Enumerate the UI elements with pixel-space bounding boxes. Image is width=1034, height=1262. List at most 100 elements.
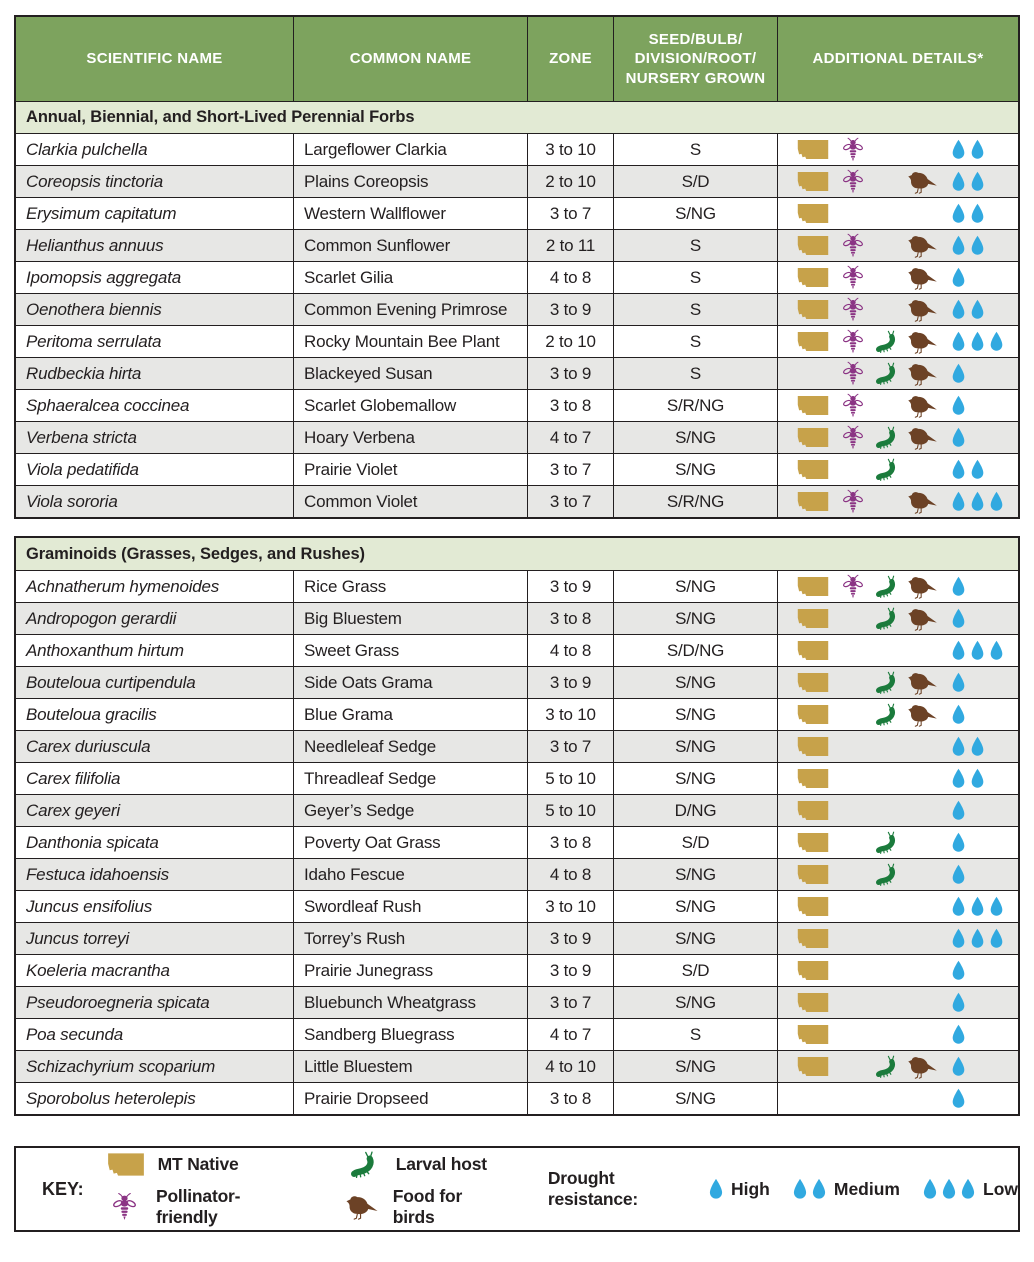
- mt-native-icon: [797, 865, 829, 884]
- drought-drop-icon: [952, 459, 965, 479]
- icon-slot: [902, 422, 942, 453]
- forbs-section-body: Annual, Biennial, and Short-Lived Perenn…: [16, 101, 1018, 517]
- scientific-name-cell: Rudbeckia hirta: [26, 363, 142, 383]
- seed-propagation-cell: S: [613, 294, 777, 325]
- icon-slot: [902, 454, 942, 485]
- icon-slot: [870, 635, 902, 666]
- drought-drop-icon: [971, 331, 984, 351]
- food-for-birds-icon: [907, 491, 937, 514]
- seed-propagation-cell: S: [613, 262, 777, 293]
- icon-slot: [790, 134, 836, 165]
- key-item-label: MT Native: [157, 1153, 239, 1174]
- scientific-name-cell: Achnatherum hymenoides: [26, 576, 220, 596]
- mt-native-icon: [797, 396, 829, 415]
- icon-slot: [902, 667, 942, 698]
- scientific-name-cell: Pseudoroegneria spicata: [26, 992, 210, 1012]
- larval-host-icon: [875, 458, 895, 481]
- pollinator-icon: [843, 425, 863, 450]
- larval-host-icon: [875, 426, 895, 449]
- additional-details-cell: [777, 1051, 1018, 1082]
- seed-propagation-cell: S/NG: [613, 699, 777, 730]
- drought-drop-icon: [990, 331, 1003, 351]
- drought-drop-icon: [952, 832, 965, 852]
- icon-slot: [790, 859, 836, 890]
- drought-drop-icon: [952, 704, 965, 724]
- scientific-name-cell: Sporobolus heterolepis: [26, 1088, 196, 1108]
- drought-drop-icon: [952, 928, 965, 948]
- mt-native-icon: [107, 1152, 144, 1176]
- food-for-birds-icon: [907, 395, 937, 418]
- drought-drop-icon: [971, 459, 984, 479]
- drought-drop-icon: [952, 1056, 965, 1076]
- icon-slot: [790, 763, 836, 794]
- zone-cell: 3 to 10: [527, 699, 613, 730]
- seed-propagation-cell: S/NG: [613, 987, 777, 1018]
- zone-cell: 3 to 9: [527, 358, 613, 389]
- common-name-cell: Rocky Mountain Bee Plant: [293, 326, 527, 357]
- icon-slot: [790, 230, 836, 261]
- key-item-label: Pollinator-friendly: [155, 1185, 241, 1227]
- drought-resistance-drops: [951, 1051, 966, 1082]
- key-drought-resistance: Drought resistance: High Medium Low: [548, 1168, 1018, 1210]
- mt-native-icon: [797, 929, 829, 948]
- seed-propagation-cell: S/NG: [613, 571, 777, 602]
- drought-resistance-drops: [951, 390, 966, 421]
- icon-slot: [836, 987, 870, 1018]
- icon-slot: [790, 262, 836, 293]
- drought-drop-icon: [952, 203, 965, 223]
- scientific-name-cell: Carex duriuscula: [26, 736, 151, 756]
- mt-native-icon: [797, 641, 829, 660]
- icon-slot: [870, 795, 902, 826]
- icon-slot: [790, 571, 836, 602]
- icon-slot: [870, 603, 902, 634]
- zone-cell: 4 to 8: [527, 859, 613, 890]
- icon-slot: [790, 635, 836, 666]
- common-name-cell: Hoary Verbena: [293, 422, 527, 453]
- drought-resistance-drops: [951, 166, 985, 197]
- drought-resistance-drops: [951, 358, 966, 389]
- icon-slot: [790, 731, 836, 762]
- icon-slot: [790, 326, 836, 357]
- table-row: Erysimum capitatum Western Wallflower 3 to…: [16, 197, 1018, 229]
- additional-details-cell: [777, 1019, 1018, 1050]
- icon-slot: [836, 166, 870, 197]
- table-row: Juncus torreyi Torrey’s Rush 3 to 9 S/NG: [16, 922, 1018, 954]
- icon-slot: [902, 486, 942, 517]
- scientific-name-cell: Clarkia pulchella: [26, 139, 148, 159]
- table-row: Bouteloua curtipendula Side Oats Grama 3 t…: [16, 666, 1018, 698]
- icon-slot: [790, 454, 836, 485]
- icon-slot: [790, 390, 836, 421]
- food-for-birds-icon: [907, 1056, 937, 1079]
- icon-slot: [790, 294, 836, 325]
- mt-native-icon: [797, 140, 829, 159]
- common-name-cell: Little Bluestem: [293, 1051, 527, 1082]
- common-name-cell: Poverty Oat Grass: [293, 827, 527, 858]
- zone-cell: 4 to 7: [527, 422, 613, 453]
- drought-drop-icon: [971, 640, 984, 660]
- drought-drop-icon: [971, 235, 984, 255]
- section-header: Graminoids (Grasses, Sedges, and Rushes): [16, 538, 1018, 570]
- drought-resistance-drops: [951, 635, 1004, 666]
- additional-details-cell: [777, 358, 1018, 389]
- drought-drop-icon: [952, 267, 965, 287]
- icon-slot: [902, 955, 942, 986]
- table-row: Sporobolus heterolepis Prairie Dropseed 3 …: [16, 1082, 1018, 1114]
- additional-details-cell: [777, 134, 1018, 165]
- table-row: Viola pedatifida Prairie Violet 3 to 7 S/NG: [16, 453, 1018, 485]
- food-for-birds-icon: [907, 704, 937, 727]
- icon-slot: [836, 795, 870, 826]
- drought-drop-icon: [709, 1178, 723, 1199]
- icon-slot: [902, 891, 942, 922]
- common-name-cell: Common Evening Primrose: [293, 294, 527, 325]
- larval-host-icon: [875, 1055, 895, 1078]
- col-header-additional-details: ADDITIONAL DETAILS*: [777, 17, 1018, 101]
- zone-cell: 3 to 7: [527, 454, 613, 485]
- key-item-label: Food for birds: [392, 1185, 463, 1227]
- icon-slot: [870, 390, 902, 421]
- icon-slot: [790, 422, 836, 453]
- scientific-name-cell: Sphaeralcea coccinea: [26, 395, 190, 415]
- zone-cell: 3 to 10: [527, 891, 613, 922]
- zone-cell: 4 to 8: [527, 262, 613, 293]
- larval-host-icon: [875, 575, 895, 598]
